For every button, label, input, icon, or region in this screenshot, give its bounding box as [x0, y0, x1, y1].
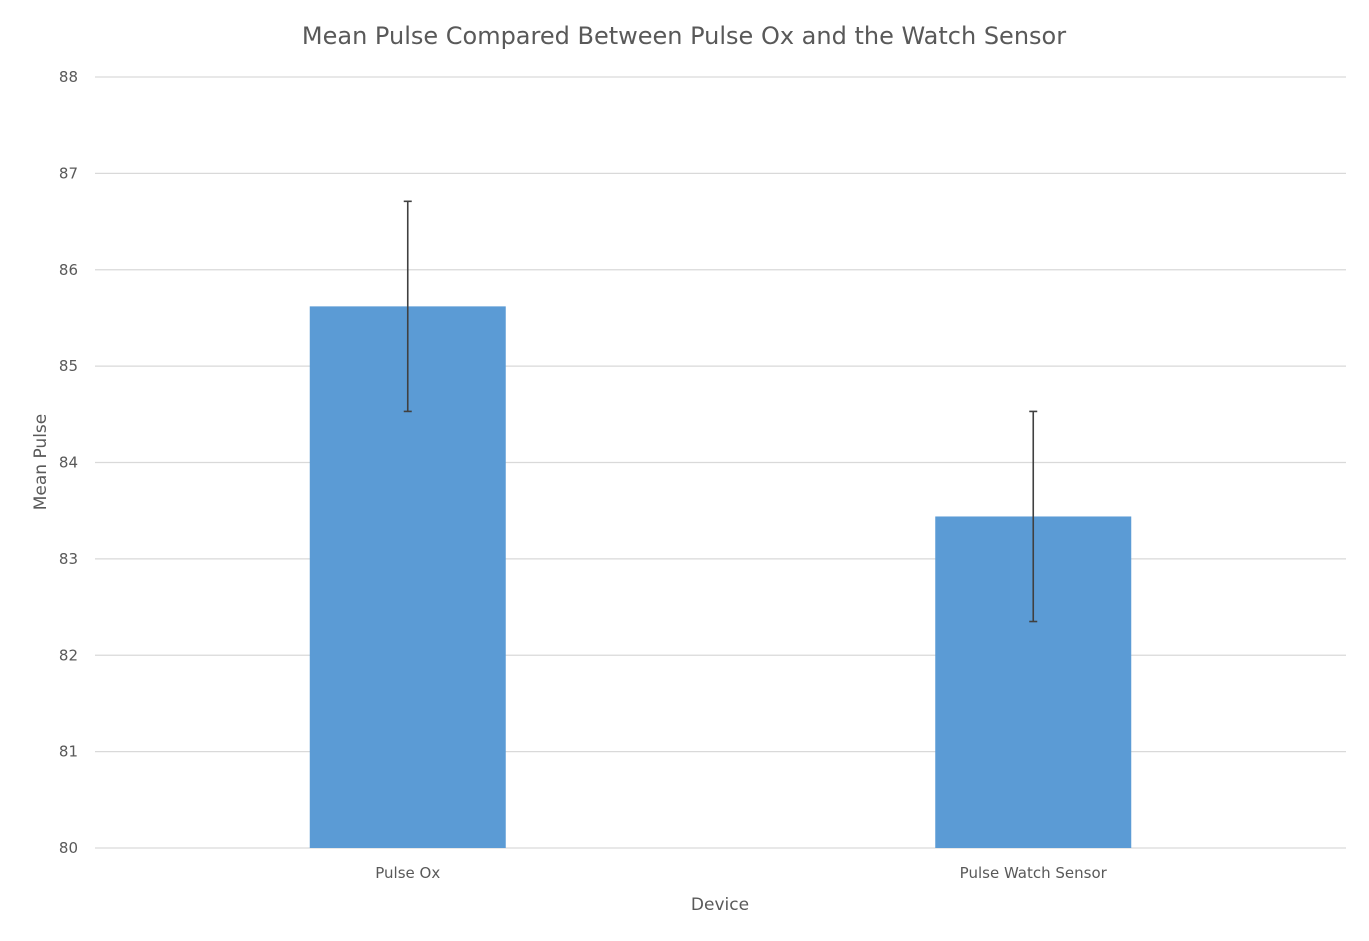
bars: [309, 306, 1132, 848]
y-tick-label: 80: [59, 839, 78, 857]
y-tick-label: 81: [59, 743, 78, 761]
y-tick-label: 86: [59, 261, 78, 279]
x-axis-title: Device: [691, 895, 749, 915]
y-tick-label: 87: [59, 164, 78, 182]
y-tick-label: 83: [59, 550, 78, 568]
gridlines: [95, 76, 1346, 849]
y-tick-label: 84: [59, 454, 78, 472]
y-tick-label: 85: [59, 357, 78, 375]
y-tick-label: 82: [59, 646, 78, 664]
x-tick-label: Pulse Ox: [375, 864, 440, 882]
chart-title: Mean Pulse Compared Between Pulse Ox and…: [302, 22, 1066, 50]
y-axis-title: Mean Pulse: [31, 414, 51, 511]
y-tick-label: 88: [59, 68, 78, 86]
x-tick-label: Pulse Watch Sensor: [960, 864, 1108, 882]
error-bars: [403, 200, 1038, 623]
x-axis-ticks: Pulse Ox Pulse Watch Sensor: [375, 864, 1107, 882]
y-axis-ticks: 80 81 82 83 84 85 86 87 88: [59, 68, 78, 857]
